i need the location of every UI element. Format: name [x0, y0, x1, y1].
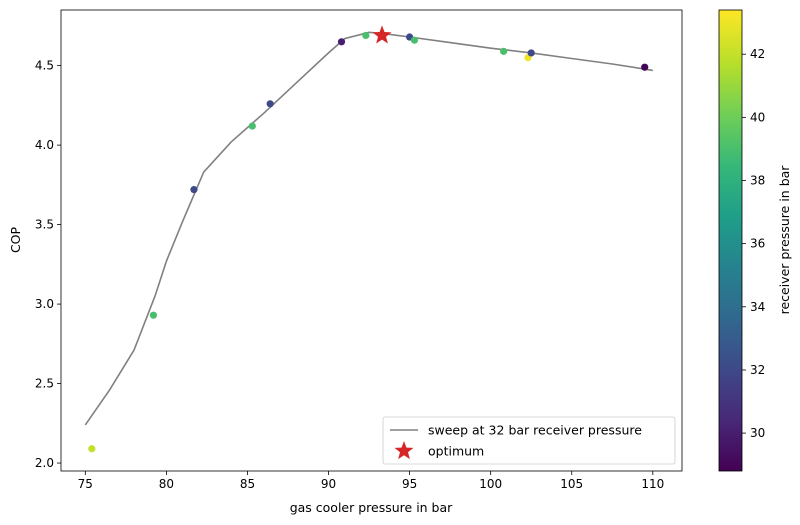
legend: sweep at 32 bar receiver pressure optimu… [382, 416, 676, 465]
scatter-point [88, 445, 96, 453]
colorbar-tick-label: 40 [750, 110, 765, 124]
colorbar-tick-label: 34 [750, 300, 765, 314]
scatter-point [500, 47, 508, 55]
legend-label-sweep: sweep at 32 bar receiver pressure [428, 423, 642, 438]
x-tick-label: 85 [240, 477, 255, 491]
y-tick-label: 4.0 [35, 138, 54, 152]
scatter-point [149, 311, 158, 319]
scatter-point [190, 186, 198, 194]
colorbar [718, 9, 743, 472]
scatter-point [527, 49, 535, 57]
colorbar-tick-label: 42 [750, 47, 765, 61]
scatter-point [410, 36, 419, 44]
colorbar-tick-label: 38 [750, 174, 765, 188]
y-axis-label: COP [8, 226, 23, 253]
legend-label-optimum: optimum [428, 444, 484, 459]
x-tick-label: 110 [641, 477, 664, 491]
scatter-point [641, 63, 649, 71]
x-tick-label: 90 [321, 477, 336, 491]
scatter-point [337, 38, 346, 46]
legend-box [382, 416, 676, 465]
x-tick-label: 95 [402, 477, 417, 491]
y-tick-label: 4.5 [35, 59, 54, 73]
y-axis: 2.0 2.5 3.0 3.5 4.0 4.5 [35, 59, 61, 470]
y-tick-label: 2.0 [35, 456, 54, 470]
legend-star-shape [394, 441, 414, 460]
colorbar-axis: 30 32 34 36 38 40 42 [742, 47, 765, 440]
legend-star-icon [394, 441, 414, 460]
plot-area [60, 9, 683, 472]
y-tick-label: 2.5 [35, 377, 54, 391]
y-tick-label: 3.0 [35, 297, 54, 311]
scatter-point [362, 31, 370, 40]
plot-marks [84, 25, 653, 453]
colorbar-tick-label: 36 [750, 237, 765, 251]
y-tick-label: 3.5 [35, 218, 54, 232]
x-tick-label: 105 [560, 477, 583, 491]
x-tick-label: 75 [78, 477, 93, 491]
x-tick-label: 100 [479, 477, 502, 491]
x-axis: 75 80 85 90 95 100 105 110 [78, 471, 664, 491]
scatter-point [248, 122, 256, 130]
optimum-star [372, 25, 392, 44]
x-tick-label: 80 [159, 477, 174, 491]
sweep-line [84, 31, 653, 426]
colorbar-tick-label: 30 [750, 426, 765, 440]
colorbar-tick-label: 32 [750, 363, 765, 377]
x-axis-label: gas cooler pressure in bar [290, 500, 453, 515]
colorbar-label: receiver pressure in bar [777, 165, 792, 315]
scatter-point [266, 100, 274, 108]
